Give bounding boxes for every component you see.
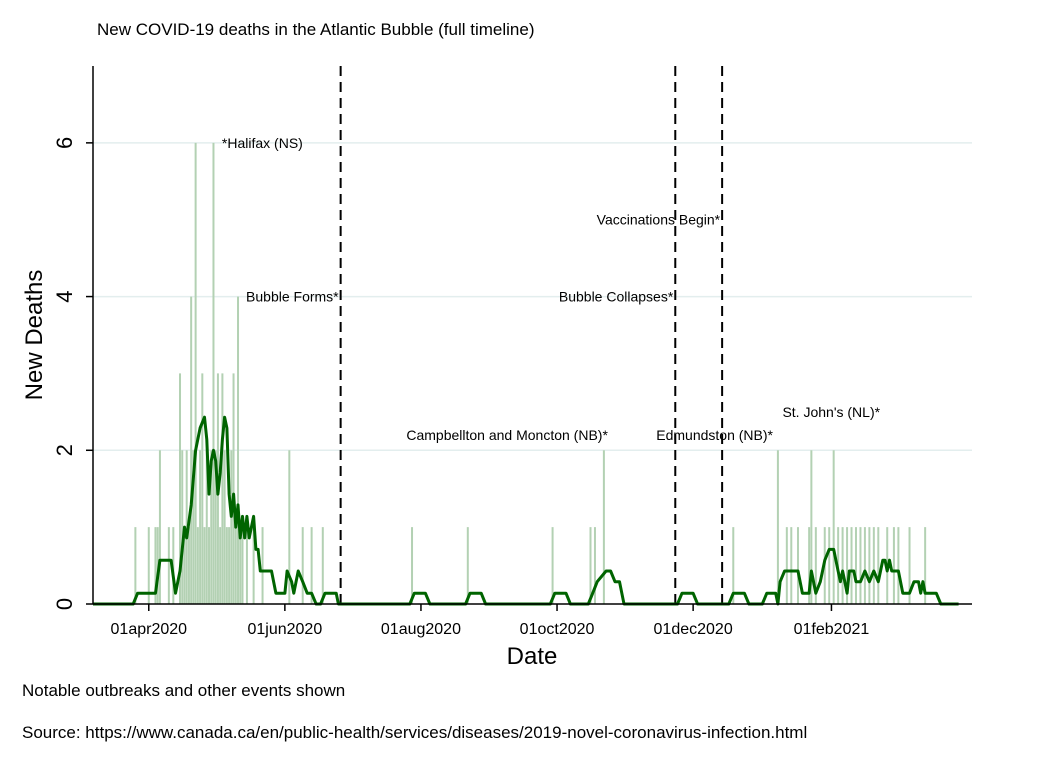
x-tick-label-01feb2021: 01feb2021	[794, 621, 870, 638]
y-tick-label-2: 2	[52, 444, 77, 456]
source-note: Source: https://www.canada.ca/en/public-…	[22, 723, 808, 742]
x-tick-label-01dec2020: 01dec2020	[654, 621, 733, 638]
annotation-edmundston-nb: Edmundston (NB)*	[656, 427, 773, 443]
event-label-bubble-collapses: Bubble Collapses*	[559, 289, 674, 305]
chart-title: New COVID-19 deaths in the Atlantic Bubb…	[97, 20, 535, 39]
annotation-labels: Bubble Forms* Bubble Collapses* Vaccinatio…	[222, 135, 881, 443]
annotation-halifax-ns: *Halifax (NS)	[222, 135, 303, 151]
y-tick-label-6: 6	[52, 137, 77, 149]
event-lines	[339, 66, 724, 604]
x-tick-label-01aug2020: 01aug2020	[381, 621, 461, 638]
rolling-average-line	[93, 415, 959, 606]
axes: 0 2 4 6 01apr2020 01jun2020 01aug2020 01oct2020…	[52, 66, 972, 638]
x-tick-label-01oct2020: 01oct2020	[520, 621, 595, 638]
outbreaks-note: Notable outbreaks and other events shown	[22, 681, 346, 700]
gridlines	[93, 142, 972, 452]
y-axis-label: New Deaths	[21, 270, 48, 401]
annotation-campbellton-and-moncton-nb: Campbellton and Moncton (NB)*	[406, 427, 608, 443]
x-tick-label-01apr2020: 01apr2020	[111, 621, 188, 638]
event-label-bubble-forms: Bubble Forms*	[246, 289, 339, 305]
x-axis-label: Date	[507, 643, 558, 670]
annotation-st-john-s-nl: St. John's (NL)*	[782, 404, 880, 420]
y-tick-label-4: 4	[52, 290, 77, 302]
event-label-vaccinations-begin: Vaccinations Begin*	[597, 212, 721, 228]
y-tick-label-0: 0	[52, 598, 77, 610]
x-tick-label-01jun2020: 01jun2020	[247, 621, 322, 638]
